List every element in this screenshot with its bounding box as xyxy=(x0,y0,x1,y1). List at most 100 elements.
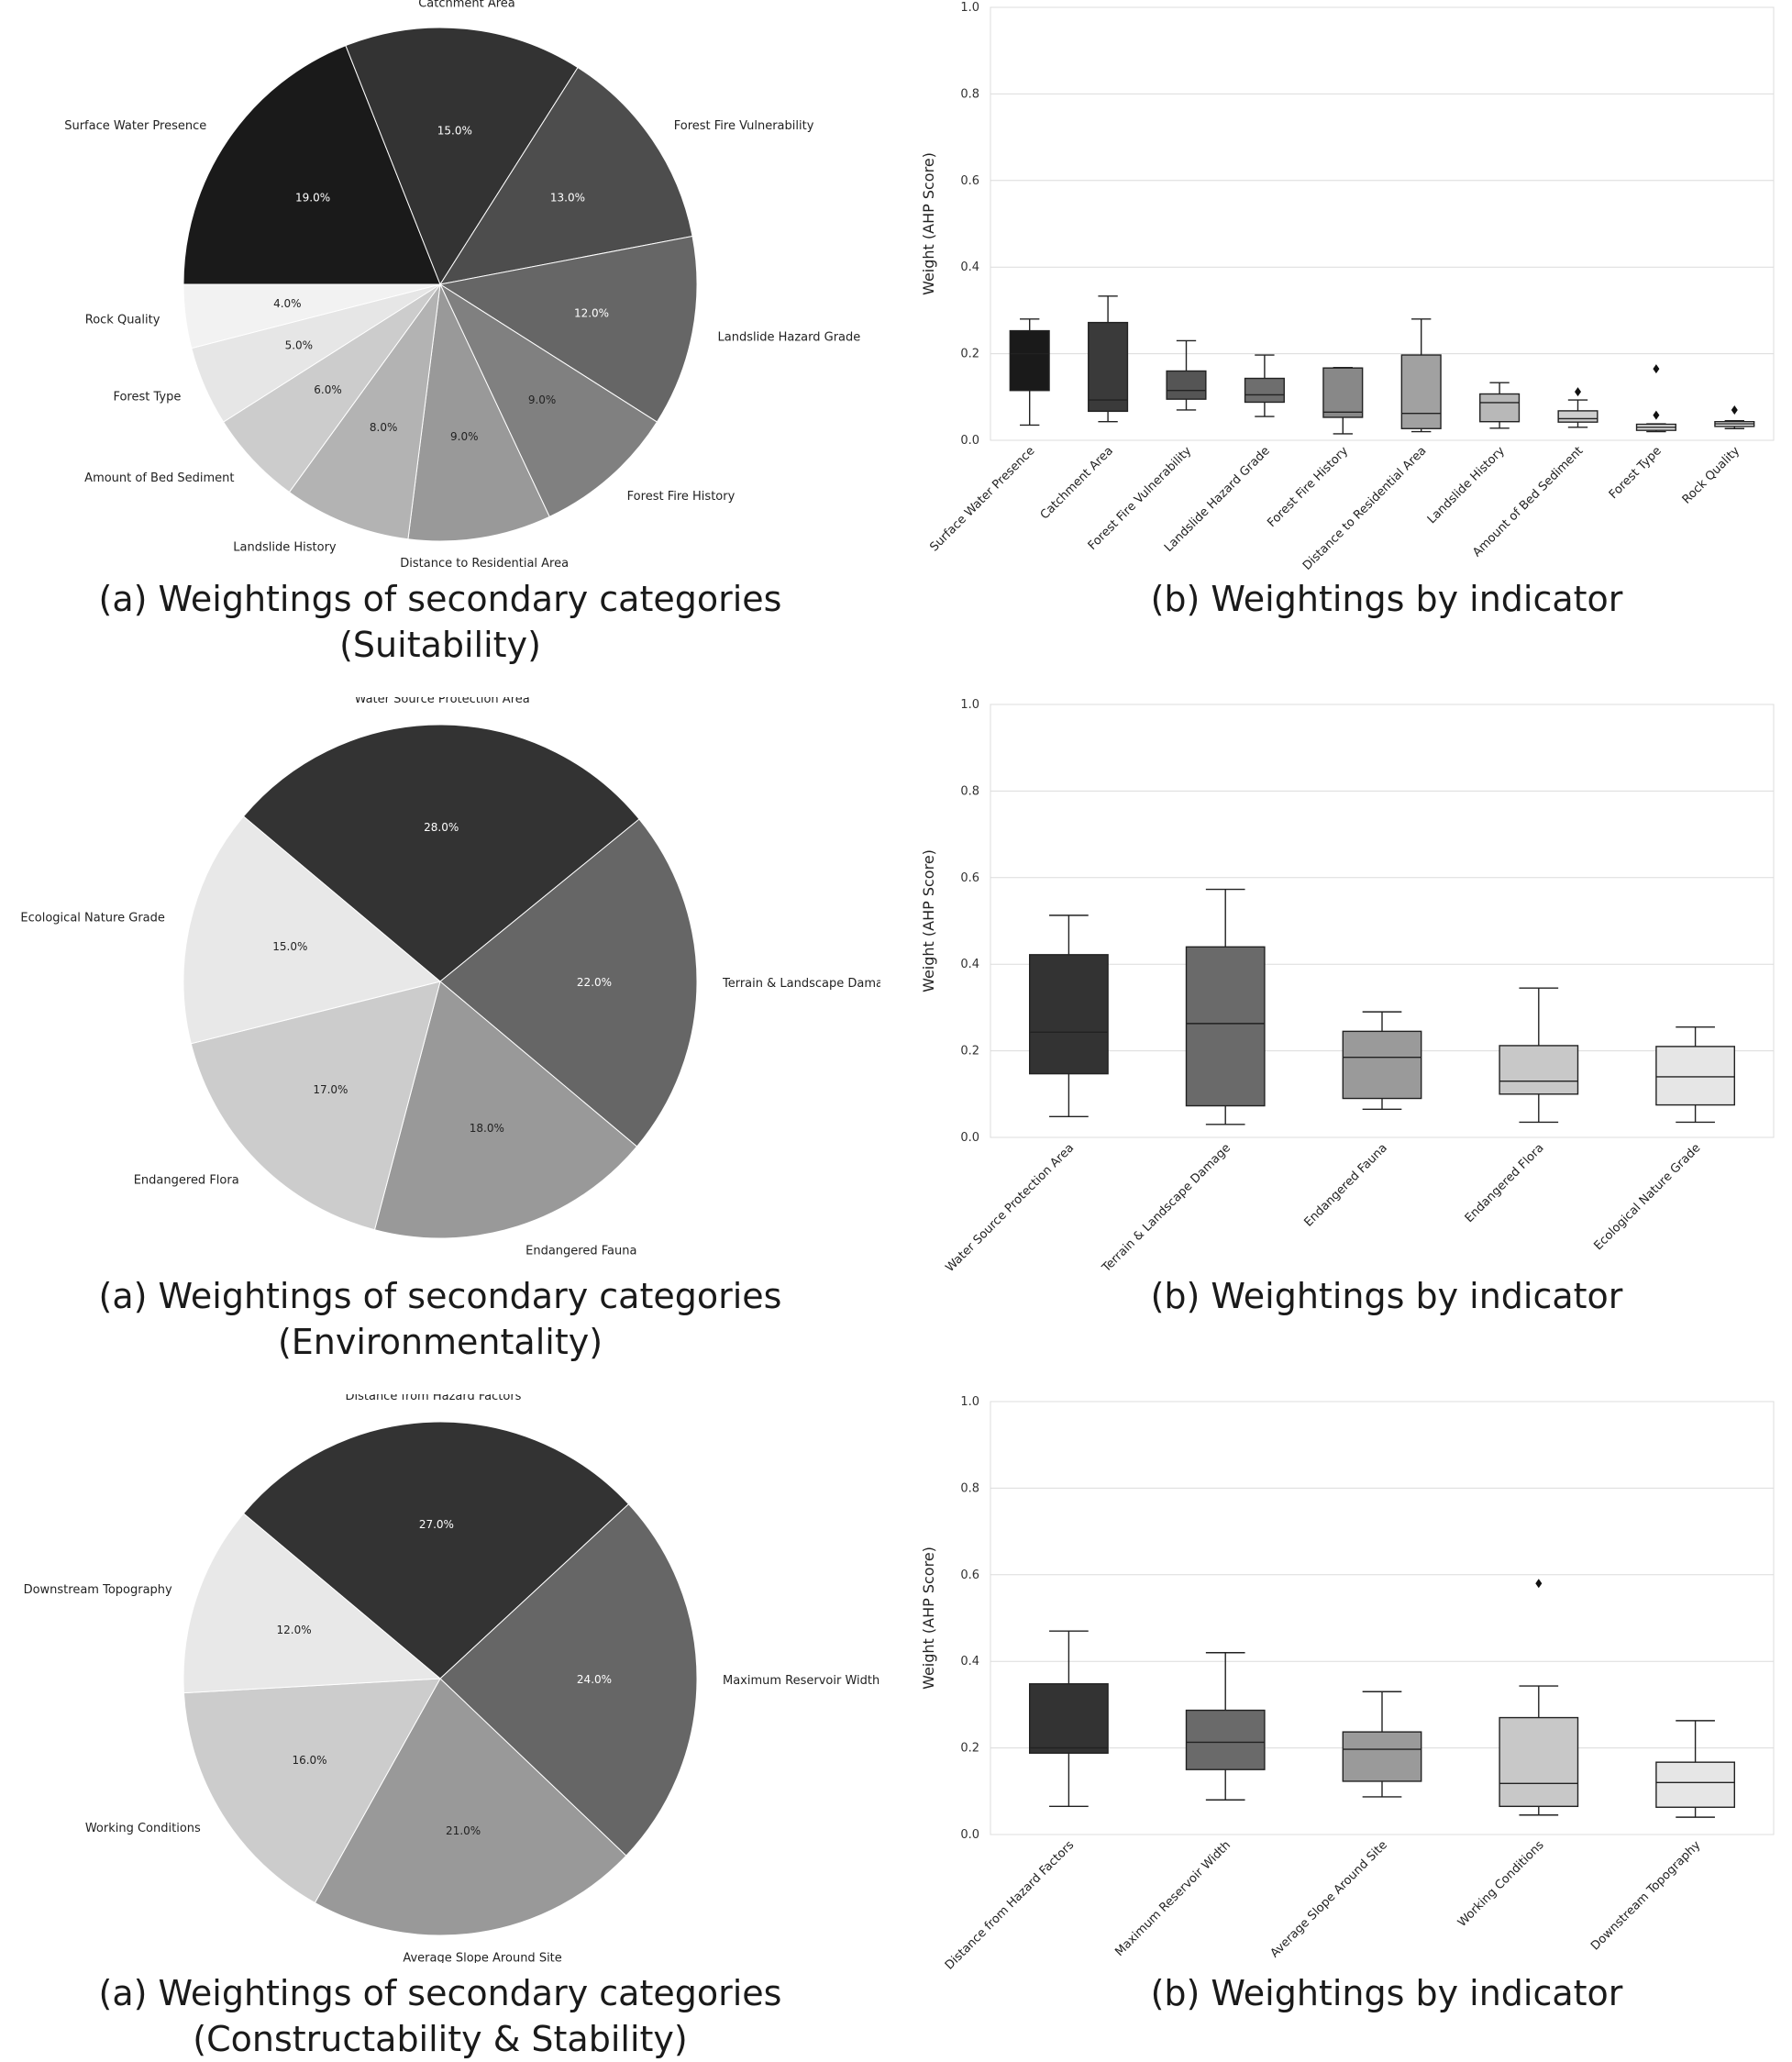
pie-slice-landslide-history xyxy=(288,283,441,540)
pie-pct-label: 27.0% xyxy=(419,1518,454,1531)
iqr-box xyxy=(1009,329,1050,392)
iqr-box xyxy=(1028,954,1109,1075)
pie-pct-label: 22.0% xyxy=(577,976,612,989)
pie-pct-label: 19.0% xyxy=(295,192,330,205)
box-chart-environmentality: 0.0 0.2 0.4 0.6 0.8 1.0 Weight (AHP Score) Wate… xyxy=(920,698,1775,1276)
pie-slice-water-source-protection-area xyxy=(242,724,640,982)
pie-category-label: Downstream Topography xyxy=(24,1583,172,1597)
pie-caption-line1: (a) Weightings of secondary categories xyxy=(98,1973,782,2013)
pie-slice-downstream-topography xyxy=(183,1513,442,1694)
pie-pct-label: 17.0% xyxy=(313,1083,348,1096)
box-panel-constructability: 0.0 0.2 0.4 0.6 0.8 1.0 Weight (AHP Score) Dist… xyxy=(908,1394,1792,1973)
pie-slice-distance-to-residential-area xyxy=(407,283,550,542)
y-tick-label: 0.6 xyxy=(960,174,979,188)
pie-chart-constructability: 27.0% Distance from Hazard Factors 24.0% Ma… xyxy=(24,1390,880,1965)
pie-category-label: Endangered Flora xyxy=(134,1173,239,1187)
iqr-box xyxy=(1342,1030,1422,1100)
iqr-box xyxy=(1557,410,1598,423)
box-chart-constructability: 0.0 0.2 0.4 0.6 0.8 1.0 Weight (AHP Score) Dist… xyxy=(920,1395,1775,1973)
pie-pct-label: 21.0% xyxy=(446,1824,481,1837)
y-tick-label: 0.0 xyxy=(960,434,979,448)
pie-category-label: Forest Fire Vulnerability xyxy=(674,119,814,133)
x-tick-label: Landslide History xyxy=(1425,444,1508,527)
pie-panel-environmentality: 28.0% Water Source Protection Area 22.0% Te… xyxy=(0,693,898,1266)
iqr-box xyxy=(1342,1731,1422,1782)
pie-pct-label: 13.0% xyxy=(550,192,585,205)
iqr-box xyxy=(1655,1761,1736,1808)
pie-slice-maximum-reservoir-width xyxy=(439,1503,698,1857)
y-axis-label: Weight (AHP Score) xyxy=(920,1546,937,1690)
pie-pct-label: 8.0% xyxy=(370,421,398,434)
y-tick-label: 0.0 xyxy=(960,1828,979,1842)
pie-caption-constructability: (a) Weightings of secondary categories (… xyxy=(73,1970,807,2062)
iqr-box xyxy=(1088,321,1129,413)
outlier-point xyxy=(1535,1579,1543,1589)
outlier-point xyxy=(1653,410,1660,420)
pie-category-label: Amount of Bed Sediment xyxy=(84,471,234,485)
box-panel-suitability: 0.0 0.2 0.4 0.6 0.8 1.0 Weight (AHP Score) Surf… xyxy=(908,0,1792,578)
pie-slice-rock-quality xyxy=(183,283,441,349)
x-tick-label: Working Conditions xyxy=(1455,1838,1547,1930)
pie-category-label: Forest Type xyxy=(113,390,181,404)
pie-caption-line2: (Environmentality) xyxy=(277,1322,603,1362)
pie-slice-distance-from-hazard-factors xyxy=(242,1421,630,1680)
y-tick-label: 1.0 xyxy=(960,1,979,15)
x-tick-label: Rock Quality xyxy=(1680,444,1743,507)
y-tick-label: 0.2 xyxy=(960,348,979,361)
pie-category-label: Distance from Hazard Factors xyxy=(345,1394,521,1403)
pie-slice-endangered-flora xyxy=(190,981,441,1231)
pie-slice-catchment-area xyxy=(345,27,579,286)
x-tick-label: Water Source Protection Area xyxy=(943,1141,1077,1275)
pie-caption-line2: (Constructability & Stability) xyxy=(193,2019,688,2059)
y-tick-label: 0.2 xyxy=(960,1742,979,1756)
y-tick-label: 0.4 xyxy=(960,261,979,274)
pie-slice-forest-fire-vulnerability xyxy=(438,66,693,285)
outlier-point xyxy=(1575,387,1581,397)
iqr-box xyxy=(1499,1045,1579,1095)
x-tick-label: Average Slope Around Site xyxy=(1268,1838,1390,1960)
box-panel-environmentality: 0.0 0.2 0.4 0.6 0.8 1.0 Weight (AHP Score) Wate… xyxy=(908,697,1792,1276)
pie-category-label: Ecological Nature Grade xyxy=(20,912,164,926)
pie-slice-forest-fire-history xyxy=(438,283,658,518)
pie-panel-constructability: 27.0% Distance from Hazard Factors 24.0% Ma… xyxy=(0,1390,880,1965)
x-tick-label: Downstream Topography xyxy=(1588,1838,1703,1953)
box-caption-environmentality: (b) Weightings by indicator xyxy=(1150,1276,1623,1316)
pie-panel-suitability: 19.0% Surface Water Presence 15.0% Catchmen… xyxy=(0,0,880,571)
x-tick-label: Forest Fire History xyxy=(1265,444,1351,530)
pie-slice-terrain-and-landscape-damage xyxy=(439,818,698,1147)
box-caption-suitability: (b) Weightings by indicator xyxy=(1150,579,1623,619)
y-tick-label: 0.4 xyxy=(960,1655,979,1668)
iqr-box xyxy=(1185,946,1266,1107)
iqr-box xyxy=(1479,393,1521,423)
y-tick-label: 0.4 xyxy=(960,958,979,971)
pie-caption-environmentality: (a) Weightings of secondary categories (… xyxy=(73,1273,807,1365)
x-tick-label: Endangered Fauna xyxy=(1301,1141,1389,1229)
pie-slice-ecological-nature-grade xyxy=(183,815,442,1045)
x-tick-label: Forest Type xyxy=(1607,444,1665,502)
pie-chart-suitability: 19.0% Surface Water Presence 15.0% Catchmen… xyxy=(64,0,861,571)
pie-slice-working-conditions xyxy=(183,1678,441,1904)
pie-pct-label: 24.0% xyxy=(577,1673,612,1686)
pie-category-label: Landslide Hazard Grade xyxy=(718,331,861,345)
y-tick-label: 0.0 xyxy=(960,1131,979,1145)
x-tick-label: Endangered Flora xyxy=(1463,1141,1547,1225)
iqr-box xyxy=(1185,1709,1266,1770)
pie-slice-endangered-fauna xyxy=(373,981,638,1239)
pie-pct-label: 4.0% xyxy=(273,297,302,310)
y-tick-label: 1.0 xyxy=(960,698,979,712)
pie-pct-label: 15.0% xyxy=(272,940,307,953)
y-tick-label: 0.6 xyxy=(960,871,979,885)
pie-category-label: Landslide History xyxy=(233,540,337,554)
pie-category-label: Surface Water Presence xyxy=(64,119,206,133)
pie-category-label: Water Source Protection Area xyxy=(355,697,530,706)
pie-caption-line1: (a) Weightings of secondary categories xyxy=(98,1276,782,1316)
iqr-box xyxy=(1244,377,1285,404)
y-tick-label: 0.6 xyxy=(960,1569,979,1582)
y-tick-label: 0.2 xyxy=(960,1045,979,1059)
pie-category-label: Catchment Area xyxy=(418,0,515,10)
pie-category-label: Endangered Fauna xyxy=(525,1245,636,1258)
pie-category-label: Terrain & Landscape Damage xyxy=(722,977,880,991)
pie-pct-label: 9.0% xyxy=(450,430,479,443)
pie-pct-label: 6.0% xyxy=(314,383,342,396)
outlier-point xyxy=(1653,364,1660,374)
